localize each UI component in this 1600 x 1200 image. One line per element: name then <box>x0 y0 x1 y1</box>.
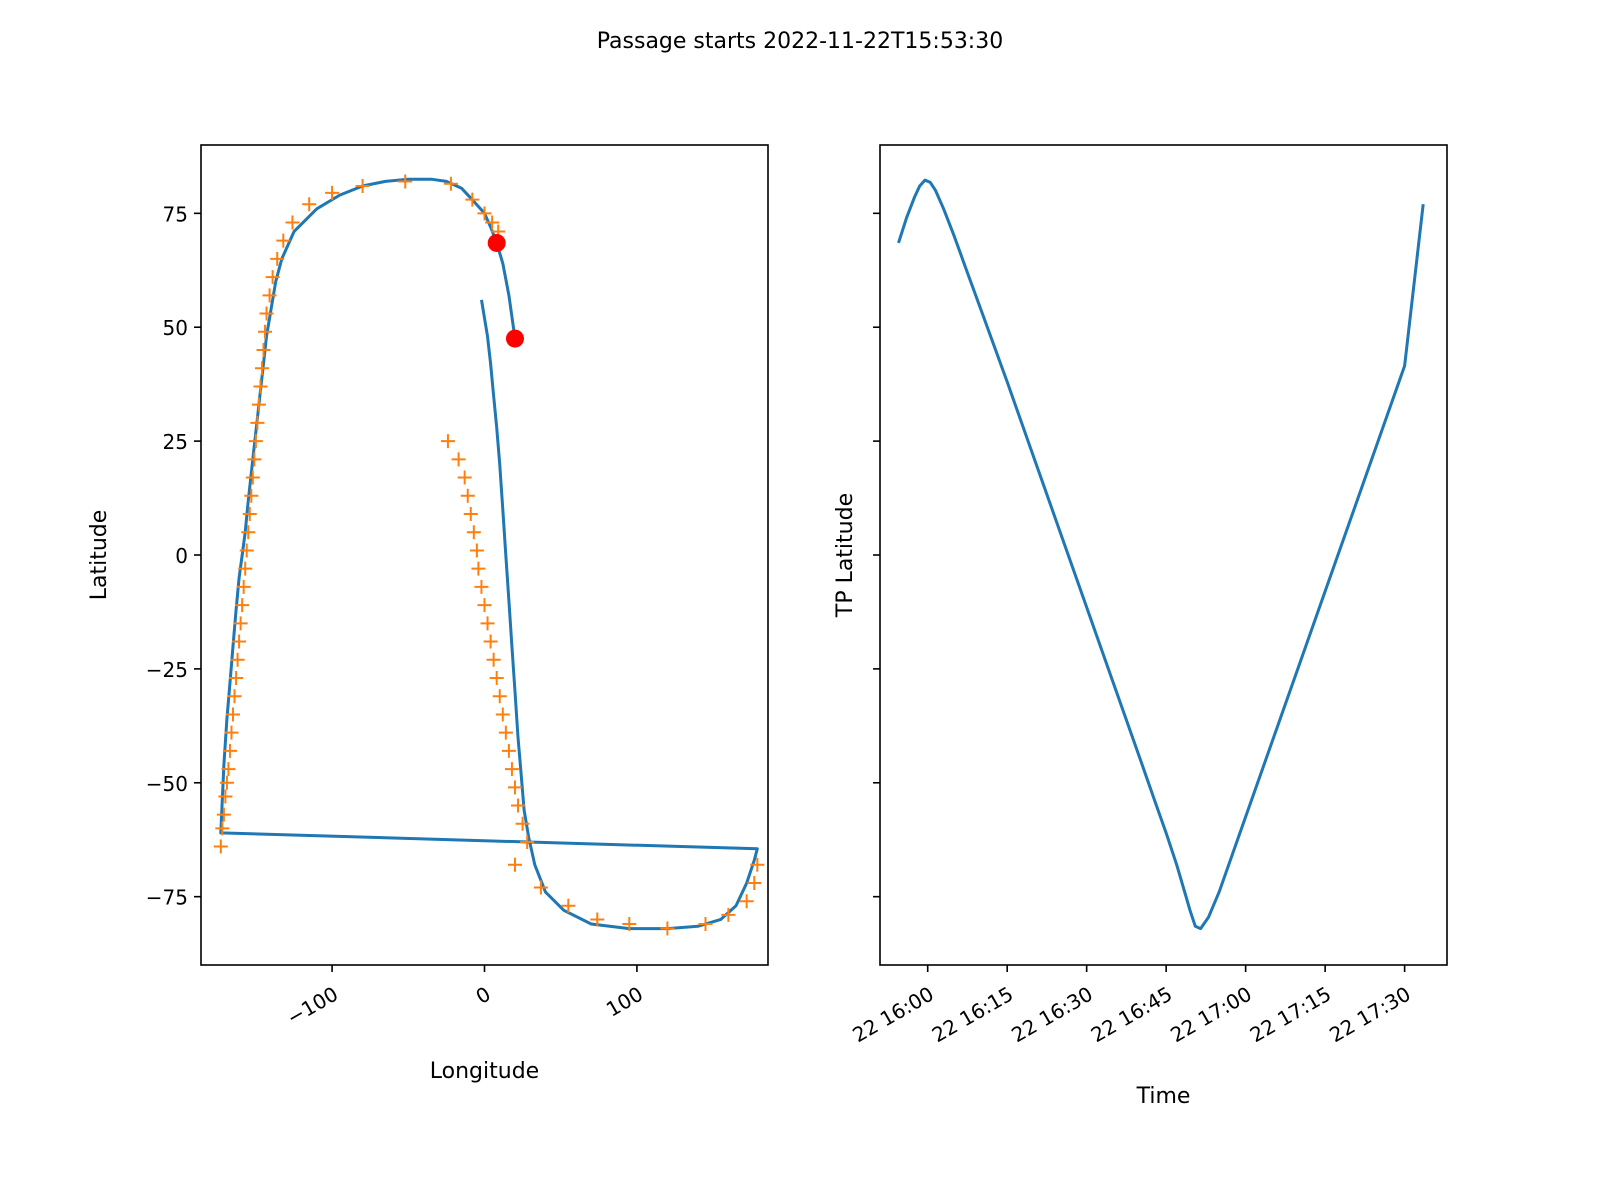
track-marker <box>247 452 262 467</box>
y-axis-label: Latitude <box>87 510 112 601</box>
y-tick-label: 25 <box>163 430 188 454</box>
track-marker <box>226 707 241 722</box>
track-marker <box>590 912 605 927</box>
track-marker <box>215 821 230 836</box>
track-marker <box>485 215 500 230</box>
track-marker <box>235 598 250 613</box>
track-marker <box>285 215 300 230</box>
track-marker <box>230 652 245 667</box>
track-marker <box>232 634 247 649</box>
y-tick-label: −50 <box>146 772 188 796</box>
track-marker <box>469 543 484 558</box>
track-marker <box>302 197 317 212</box>
highlight-point <box>487 233 506 252</box>
track-marker <box>219 775 234 790</box>
plot-data-group <box>897 178 1425 931</box>
track-marker <box>270 251 285 266</box>
track-marker <box>325 185 340 200</box>
track-marker <box>256 343 271 357</box>
track-marker <box>492 689 507 704</box>
plot-data-group <box>213 174 765 936</box>
track-marker <box>471 561 486 576</box>
y-tick-label: 75 <box>163 202 188 226</box>
track-marker <box>224 725 239 740</box>
track-marker <box>463 507 478 521</box>
track-marker <box>443 176 458 191</box>
track-marker <box>276 233 291 248</box>
track-marker <box>229 671 244 685</box>
y-axis-label: TP Latitude <box>833 493 858 618</box>
track-marker <box>495 707 510 722</box>
track-marker <box>486 652 501 667</box>
track-marker <box>259 306 274 321</box>
track-marker <box>440 434 455 449</box>
track-marker <box>213 839 228 854</box>
track-marker <box>498 725 513 740</box>
track-marker <box>739 894 754 909</box>
track-marker <box>251 397 266 412</box>
track-marker <box>244 488 259 503</box>
track-marker <box>248 434 263 449</box>
track-marker <box>239 543 254 558</box>
track-marker <box>241 525 256 540</box>
track-marker <box>254 361 269 376</box>
track-marker <box>489 671 504 685</box>
track-marker <box>221 762 236 777</box>
y-tick-label: 0 <box>175 544 188 568</box>
track-marker <box>504 762 519 777</box>
track-marker <box>398 174 413 189</box>
track-marker <box>265 270 280 285</box>
y-tick-label: −75 <box>146 886 188 910</box>
track-marker <box>511 798 526 813</box>
track-marker <box>474 579 489 594</box>
track-marker <box>250 415 265 430</box>
track-marker <box>501 743 516 758</box>
track-marker <box>457 470 472 485</box>
track-marker <box>477 206 492 221</box>
x-axis-label: Time <box>1136 1084 1191 1109</box>
track-marker <box>216 807 231 822</box>
y-tick-label: −25 <box>146 658 188 682</box>
track-marker <box>466 525 481 540</box>
track-marker <box>515 816 530 831</box>
x-axis-label: Longitude <box>430 1059 539 1084</box>
track-marker <box>253 379 268 394</box>
track-marker <box>520 835 535 849</box>
highlight-point <box>505 329 524 348</box>
track-marker <box>245 470 260 485</box>
track-marker <box>507 780 522 795</box>
track-line <box>897 178 1425 931</box>
track-marker <box>660 921 675 936</box>
track-marker <box>507 857 522 872</box>
track-marker <box>460 488 475 503</box>
track-marker <box>236 579 251 594</box>
track-marker <box>355 179 370 193</box>
figure-title: Passage starts 2022-11-22T15:53:30 <box>597 29 1003 54</box>
track-marker <box>477 598 492 613</box>
track-marker <box>561 898 576 913</box>
track-marker <box>242 507 257 521</box>
track-line <box>219 177 759 931</box>
track-marker <box>451 452 466 467</box>
track-marker <box>480 616 495 631</box>
track-marker <box>721 907 736 922</box>
track-marker <box>533 880 548 895</box>
track-marker <box>233 616 248 631</box>
track-marker <box>258 324 273 339</box>
track-marker <box>227 689 242 704</box>
track-marker <box>483 634 498 649</box>
track-marker <box>262 288 277 303</box>
track-marker <box>747 876 762 890</box>
track-marker <box>238 561 253 576</box>
track-marker <box>222 743 237 758</box>
track-marker <box>218 789 233 804</box>
track-marker <box>750 857 765 872</box>
track-marker <box>698 917 713 931</box>
track-marker <box>622 917 637 931</box>
y-tick-label: 50 <box>163 316 188 340</box>
track-marker <box>465 192 480 207</box>
